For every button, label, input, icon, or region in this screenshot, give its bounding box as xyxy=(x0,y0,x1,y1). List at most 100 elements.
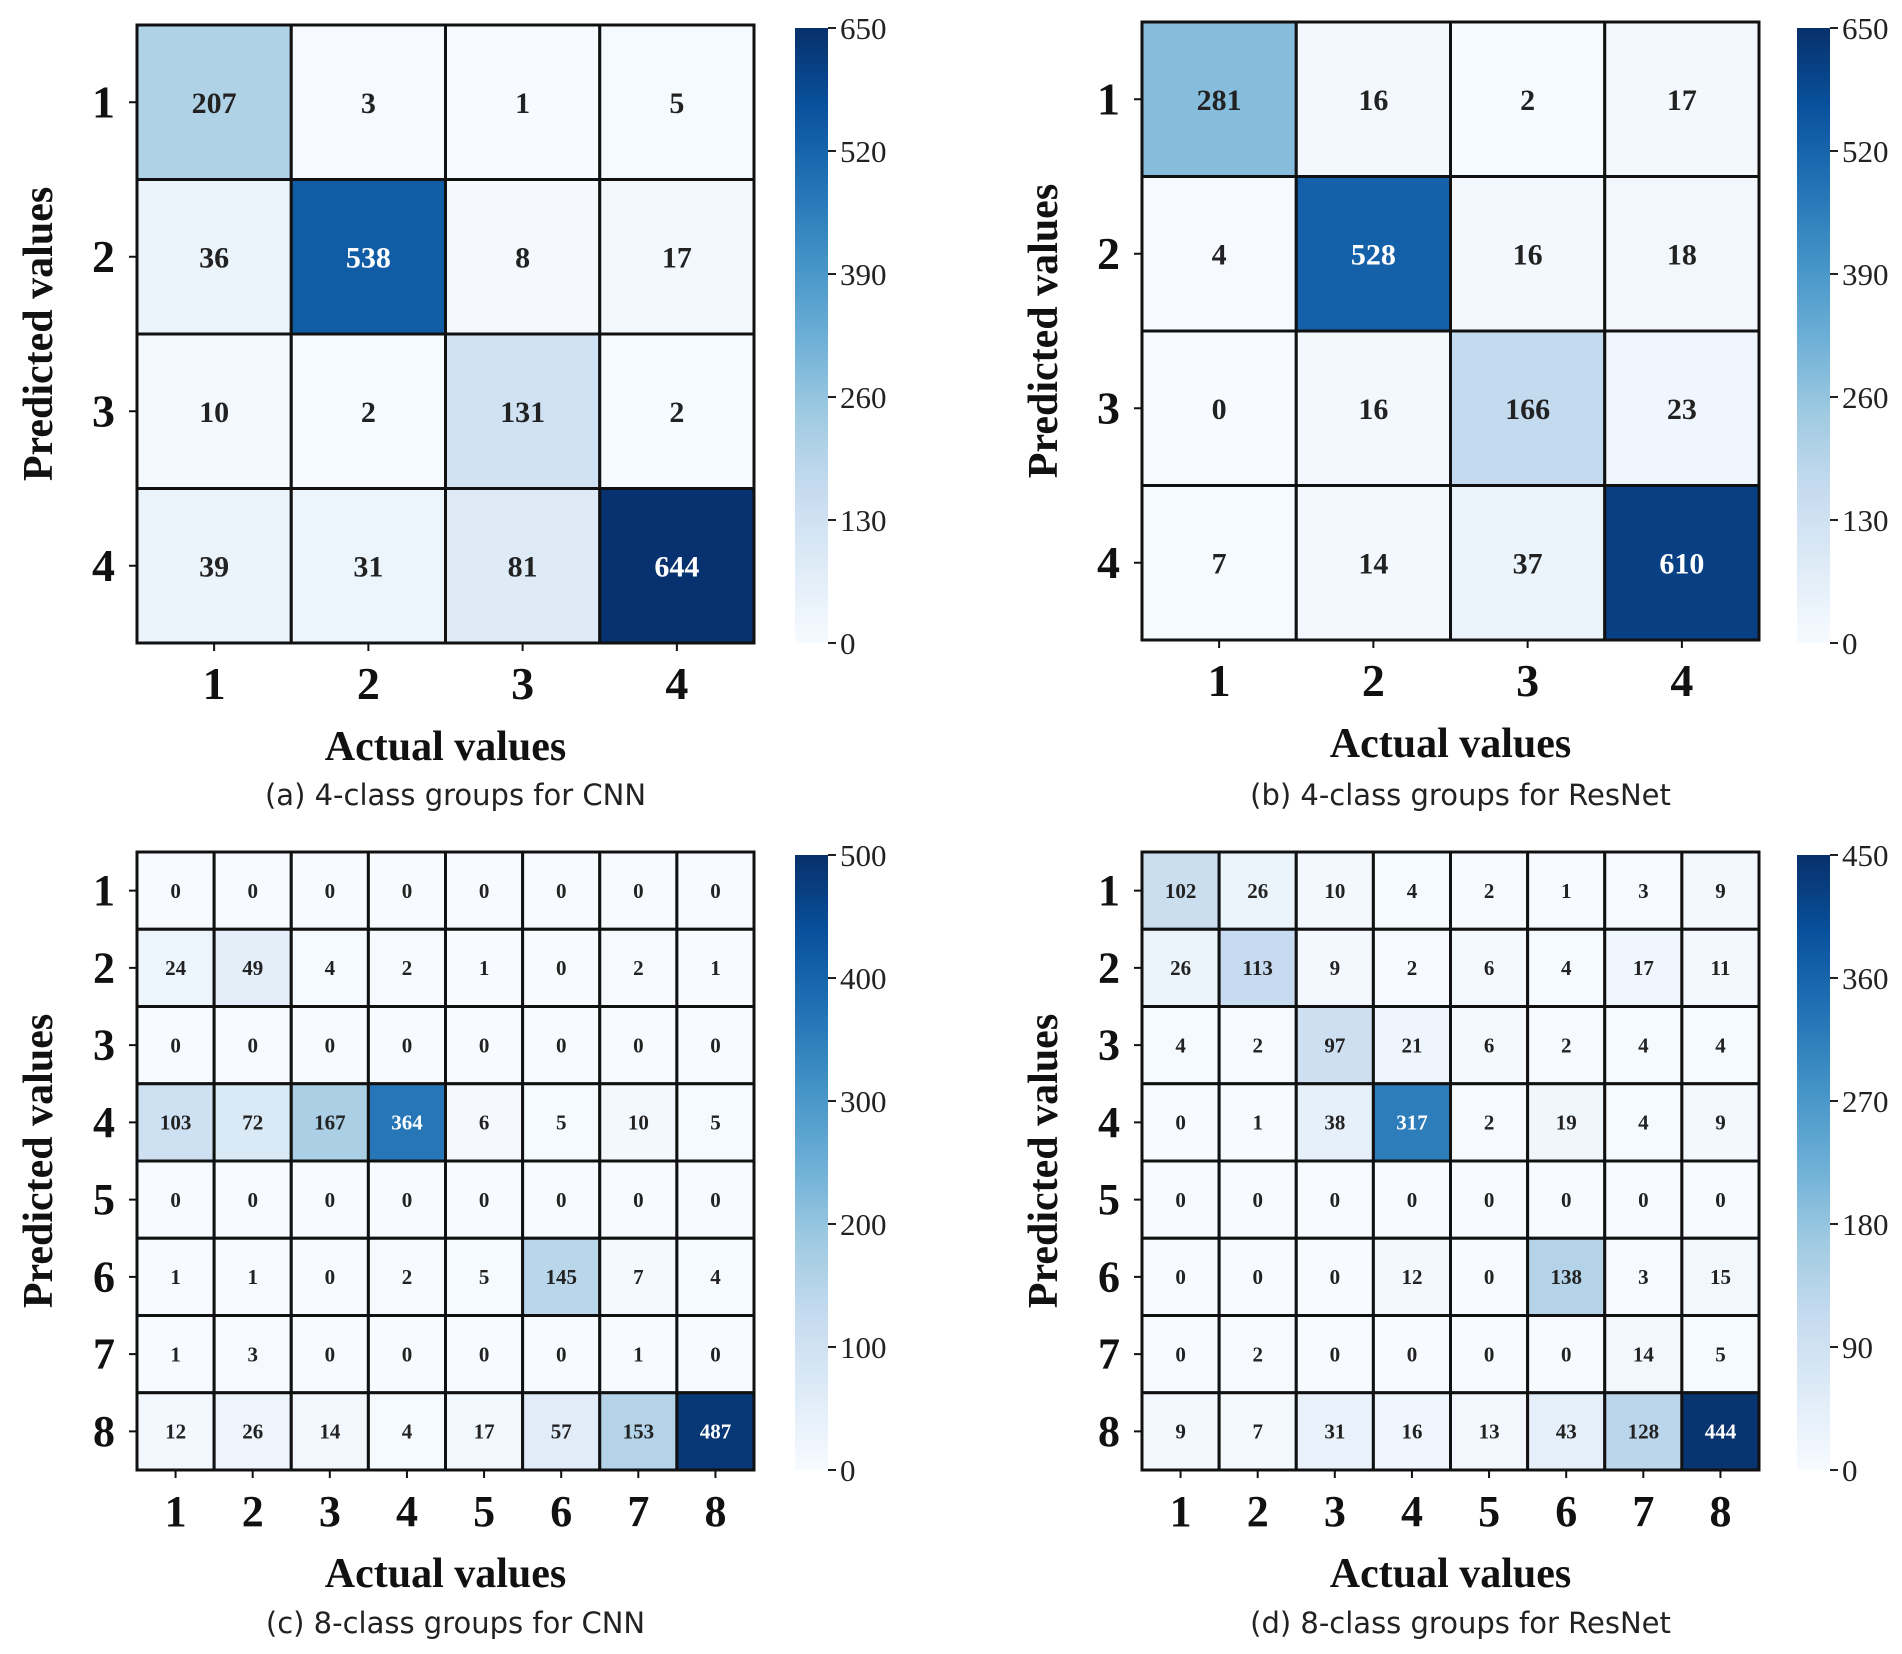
heatmap-cell xyxy=(675,927,756,1008)
colorbar xyxy=(795,28,828,643)
heatmap-cell xyxy=(1603,484,1761,642)
cell-value-label: 17 xyxy=(474,1420,495,1444)
cell-value-label: 13 xyxy=(1479,1420,1500,1444)
cell-value-label: 4 xyxy=(1212,238,1227,271)
colorbar-tick-label: 360 xyxy=(1842,961,1889,996)
cell-value-label: 2 xyxy=(1484,879,1495,903)
cell-value-label: 444 xyxy=(1705,1420,1737,1444)
cell-value-label: 131 xyxy=(500,396,545,429)
colorbar-tick-label: 270 xyxy=(1842,1084,1889,1119)
cell-value-label: 1 xyxy=(170,1342,181,1366)
x-tick-label: 4 xyxy=(1670,655,1693,706)
heatmap-cell xyxy=(212,850,293,931)
heatmap-cell xyxy=(444,1391,525,1472)
x-tick-label: 6 xyxy=(1555,1487,1577,1536)
heatmap-cell xyxy=(1294,927,1375,1008)
cell-value-label: 0 xyxy=(710,1342,721,1366)
x-tick-label: 2 xyxy=(357,658,380,709)
heatmap-cell xyxy=(1603,1005,1684,1086)
cell-value-label: 24 xyxy=(165,956,187,980)
cell-value-label: 167 xyxy=(314,1111,346,1135)
cell-value-label: 97 xyxy=(1324,1033,1345,1057)
cell-value-label: 0 xyxy=(710,1188,721,1212)
cell-value-label: 0 xyxy=(556,879,567,903)
cell-value-label: 0 xyxy=(247,1188,258,1212)
cell-value-label: 6 xyxy=(479,1111,490,1135)
x-tick-label: 8 xyxy=(704,1487,726,1536)
heatmap-cell xyxy=(675,1391,756,1472)
cell-value-label: 0 xyxy=(1175,1265,1186,1289)
cell-value-label: 2 xyxy=(1484,1111,1495,1135)
cell-value-label: 1 xyxy=(1252,1111,1263,1135)
cell-value-label: 1 xyxy=(515,87,530,120)
cell-value-label: 23 xyxy=(1667,393,1697,426)
cell-value-label: 16 xyxy=(1358,393,1388,426)
cell-value-label: 0 xyxy=(170,1033,181,1057)
heatmap-cell xyxy=(1603,1082,1684,1163)
heatmap-cell xyxy=(289,1236,370,1317)
cell-value-label: 538 xyxy=(346,241,391,274)
heatmap-cell xyxy=(1449,175,1607,333)
cell-value-label: 17 xyxy=(662,241,692,274)
cell-value-label: 0 xyxy=(1561,1188,1572,1212)
heatmap-cell xyxy=(444,1082,525,1163)
cell-value-label: 2 xyxy=(1561,1033,1572,1057)
cell-value-label: 26 xyxy=(1170,956,1191,980)
heatmap-frame xyxy=(135,850,756,1472)
heatmap-cell xyxy=(1217,1391,1298,1472)
cell-value-label: 1 xyxy=(710,956,721,980)
heatmap-cell xyxy=(1140,1391,1221,1472)
cell-value-label: 38 xyxy=(1324,1111,1345,1135)
heatmap-cell xyxy=(135,487,293,645)
cell-value-label: 5 xyxy=(1715,1342,1726,1366)
cell-value-label: 14 xyxy=(1358,547,1388,580)
cell-value-label: 3 xyxy=(1638,879,1649,903)
cell-value-label: 0 xyxy=(247,1033,258,1057)
cell-value-label: 0 xyxy=(402,879,413,903)
cell-value-label: 4 xyxy=(1638,1033,1649,1057)
cell-value-label: 644 xyxy=(654,550,699,583)
cell-value-label: 0 xyxy=(556,1188,567,1212)
cell-value-label: 1 xyxy=(247,1265,258,1289)
colorbar xyxy=(795,855,828,1470)
y-tick-label: 2 xyxy=(93,943,115,992)
y-tick-label: 2 xyxy=(92,231,115,282)
heatmap-cell xyxy=(1294,175,1452,333)
cell-value-label: 57 xyxy=(551,1420,572,1444)
cell-value-label: 31 xyxy=(1324,1420,1345,1444)
colorbar-tick-label: 650 xyxy=(840,11,887,46)
heatmap-cell xyxy=(1526,1314,1607,1395)
heatmap-cell xyxy=(598,1082,679,1163)
cell-value-label: 4 xyxy=(325,956,336,980)
colorbar-tick-label: 520 xyxy=(1842,134,1889,169)
cell-value-label: 26 xyxy=(242,1420,263,1444)
cell-value-label: 0 xyxy=(556,1342,567,1366)
heatmap-cell xyxy=(135,332,293,490)
x-tick-label: 4 xyxy=(396,1487,418,1536)
y-tick-label: 3 xyxy=(92,385,115,436)
cell-value-label: 0 xyxy=(1330,1265,1341,1289)
x-tick-label: 2 xyxy=(1247,1487,1269,1536)
cell-value-label: 16 xyxy=(1401,1420,1422,1444)
heatmap-cell xyxy=(1371,1082,1452,1163)
cell-value-label: 4 xyxy=(1561,956,1572,980)
heatmap-cell xyxy=(135,23,293,181)
y-tick-label: 5 xyxy=(93,1175,115,1224)
heatmap-cell xyxy=(1449,1391,1530,1472)
cell-value-label: 0 xyxy=(1175,1188,1186,1212)
cell-value-label: 31 xyxy=(353,550,383,583)
y-tick-label: 5 xyxy=(1098,1175,1120,1224)
heatmap-frame xyxy=(1140,850,1761,1472)
y-tick-label: 1 xyxy=(1098,866,1120,915)
cell-value-label: 1 xyxy=(633,1342,644,1366)
cell-value-label: 2 xyxy=(1252,1033,1263,1057)
cell-value-label: 7 xyxy=(633,1265,644,1289)
cell-value-label: 103 xyxy=(160,1111,192,1135)
heatmap-cell xyxy=(289,178,447,336)
cell-value-label: 16 xyxy=(1513,238,1543,271)
heatmap-cell xyxy=(1217,1314,1298,1395)
cell-value-label: 8 xyxy=(515,241,530,274)
cell-value-label: 18 xyxy=(1667,238,1697,271)
cell-value-label: 528 xyxy=(1351,238,1396,271)
